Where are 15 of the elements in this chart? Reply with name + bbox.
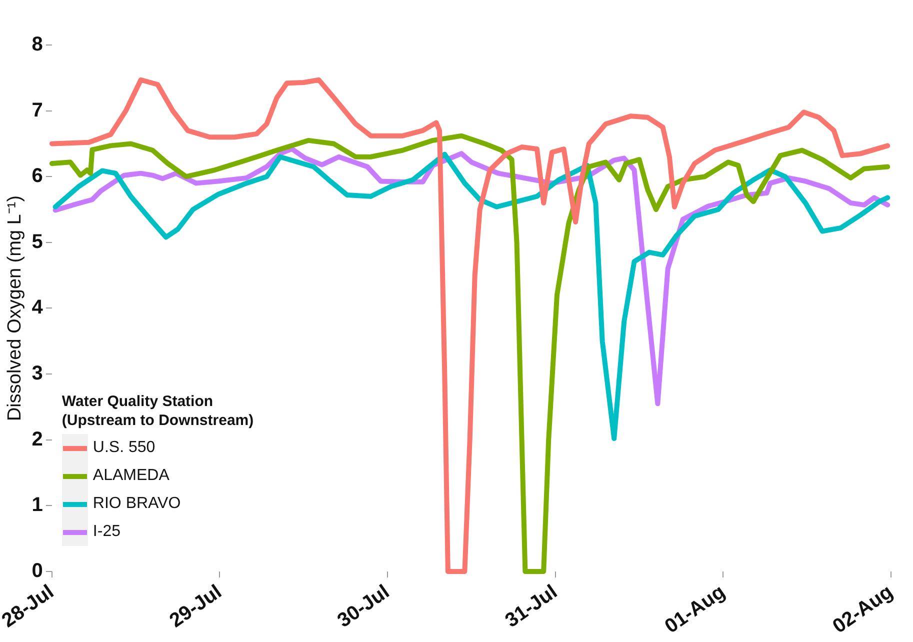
y-axis-title: Dissolved Oxygen (mg L⁻¹): [4, 195, 26, 422]
y-tick-label: 8: [32, 34, 43, 56]
y-tick-label: 2: [32, 428, 43, 450]
y-tick-label: 1: [32, 494, 43, 516]
y-tick-label: 7: [32, 99, 43, 122]
y-tick-label: 4: [32, 296, 44, 319]
legend-title: Water Quality Station (Upstream to Downstream): [62, 392, 254, 430]
legend-label: U.S. 550: [92, 439, 156, 458]
legend-label: I-25: [92, 523, 120, 542]
y-tick-label: 0: [32, 560, 43, 582]
y-tick-label: 3: [32, 362, 43, 385]
y-tick-label: 6: [32, 165, 43, 188]
legend-label: ALAMEDA: [92, 467, 170, 486]
y-tick-label: 5: [32, 230, 43, 253]
legend-label: RIO BRAVO: [92, 495, 181, 514]
